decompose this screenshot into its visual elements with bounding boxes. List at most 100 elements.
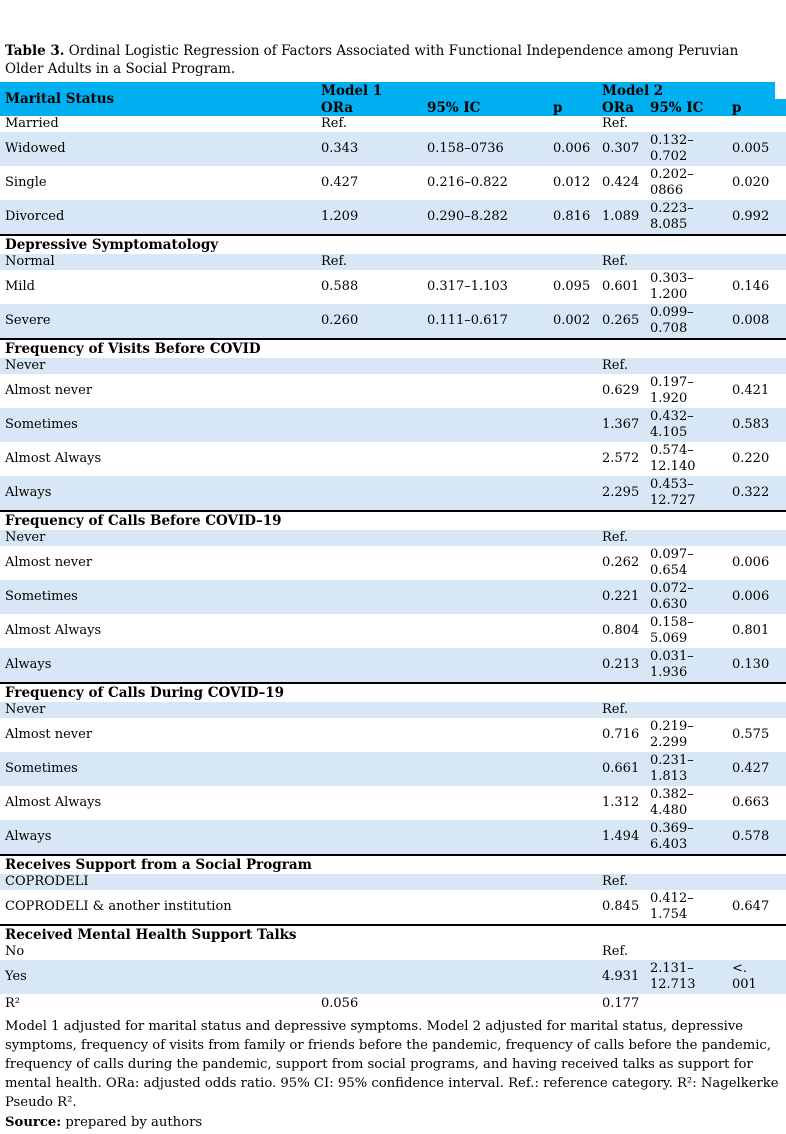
- section-header-row: Depressive Symptomatology: [0, 234, 786, 254]
- m2-ic-cell: 0.072– 0.630: [645, 580, 727, 614]
- m1-ora-cell: [316, 476, 422, 511]
- header-m1-p: p: [548, 99, 597, 116]
- m2-ic-cell: [645, 702, 727, 718]
- row-label-cell: Sometimes: [0, 408, 316, 442]
- m2-ic-cell: [645, 358, 727, 374]
- m1-p-cell: [548, 702, 597, 718]
- m1-p-cell: [548, 374, 597, 408]
- m1-ic-cell: 0.317–1.103: [427, 279, 508, 294]
- table-row: COPRODELI & another institution 0.845 0.41…: [0, 890, 786, 925]
- m1-p-cell: [548, 960, 597, 994]
- m1-ic-cell: 0.290–8.282: [422, 200, 548, 235]
- row-label-cell: Always: [0, 476, 316, 511]
- m1-ic-cell: [422, 476, 548, 511]
- m2-p-cell: 0.663: [732, 795, 770, 810]
- header-m1-ic: 95% IC: [422, 99, 548, 116]
- table-row: Almost Always 0.804 0.158– 5.069 0.801: [0, 614, 786, 648]
- m1-ora-cell: Ref.: [321, 116, 347, 131]
- m2-ic-cell: 0.223– 8.085: [645, 200, 727, 235]
- row-label-cell: Normal: [0, 254, 316, 270]
- m2-ic-cell: [645, 116, 727, 132]
- table-row: Widowed 0.343 0.158–0736 0.006 0.307 0.132– 0…: [0, 132, 786, 166]
- row-label-cell: Almost Always: [5, 623, 102, 638]
- m1-p-cell: [548, 820, 597, 855]
- m2-p-cell: [727, 254, 786, 270]
- row-label-cell: Almost Always: [5, 451, 102, 466]
- m1-ic-cell: [422, 408, 548, 442]
- m2-ora-cell: 0.177: [602, 996, 640, 1011]
- section-header-row: Receives Support from a Social Program: [0, 854, 786, 874]
- m2-ora-cell: Ref.: [597, 702, 645, 718]
- row-label-cell: Severe: [0, 304, 316, 339]
- table-row: Yes 4.931 2.131– 12.713 <. 001: [0, 960, 786, 994]
- m2-ic-cell: 0.231– 1.813: [645, 752, 727, 786]
- m1-p-cell: [548, 116, 597, 132]
- m1-ora-cell: [316, 546, 422, 580]
- m2-ora-cell: 0.661: [597, 752, 645, 786]
- m2-ora-cell: 1.494: [597, 820, 645, 855]
- m1-ic-cell: [422, 960, 548, 994]
- m2-p-cell: 0.992: [727, 200, 786, 235]
- section-header-row: Frequency of Calls During COVID–19: [0, 682, 786, 702]
- m2-ora-cell: 0.265: [597, 304, 645, 339]
- m2-ora-cell: 0.213: [597, 648, 645, 683]
- m2-ora-cell: 1.367: [597, 408, 645, 442]
- row-label-cell: Always: [0, 820, 316, 855]
- header-marital-status: Marital Status: [0, 82, 316, 116]
- m1-p-cell: 0.012: [553, 175, 591, 190]
- m1-ora-cell: [316, 530, 422, 546]
- m2-p-cell: 0.005: [727, 132, 786, 166]
- row-label-cell: Always: [0, 648, 316, 683]
- row-label-cell: COPRODELI & another institution: [5, 899, 232, 914]
- m1-p-cell: [548, 476, 597, 511]
- m1-p-cell: [548, 254, 597, 270]
- m2-p-cell: 0.427: [727, 752, 786, 786]
- m1-ora-cell: [316, 614, 422, 648]
- m2-ora-cell: 2.295: [597, 476, 645, 511]
- table-row: Normal Ref. Ref.: [0, 254, 786, 270]
- row-label-cell: Yes: [0, 960, 316, 994]
- m2-p-cell: 0.006: [732, 555, 770, 570]
- table-row: Never Ref.: [0, 358, 786, 374]
- m2-ic-cell: 2.131– 12.713: [645, 960, 727, 994]
- m2-p-cell: 0.146: [732, 279, 770, 294]
- row-label-cell: Divorced: [0, 200, 316, 235]
- m1-p-cell: 0.002: [548, 304, 597, 339]
- m1-p-cell: [548, 546, 597, 580]
- m1-ora-cell: [316, 374, 422, 408]
- m2-ic-cell: 0.432– 4.105: [645, 408, 727, 442]
- m2-ora-cell: 1.089: [597, 200, 645, 235]
- m2-ora-cell: 0.221: [597, 580, 645, 614]
- m1-ic-cell: [422, 752, 548, 786]
- m2-ora-cell: 0.629: [602, 383, 640, 398]
- m1-p-cell: [548, 580, 597, 614]
- m2-p-cell: 0.130: [727, 648, 786, 683]
- m2-ic-cell: 0.369– 6.403: [645, 820, 727, 855]
- m1-ora-cell: [316, 874, 422, 890]
- m1-ora-cell: [316, 820, 422, 855]
- table-footnote: Model 1 adjusted for marital status and …: [5, 1019, 779, 1110]
- m1-ic-cell: 0.111–0.617: [422, 304, 548, 339]
- m2-ic-cell: [645, 944, 727, 960]
- source-line: Source: prepared by authors: [5, 1113, 781, 1132]
- m1-ora-cell: [316, 890, 422, 925]
- header-m2-ic: 95% IC: [645, 99, 727, 116]
- row-label-cell: No: [5, 944, 25, 959]
- m2-ora-cell: 0.262: [602, 555, 640, 570]
- m1-p-cell: [548, 648, 597, 683]
- header-m2-ora: ORa: [597, 99, 645, 116]
- row-label-cell: Almost never: [5, 727, 93, 742]
- section-header-label: Frequency of Visits Before COVID: [0, 338, 786, 358]
- m2-ic-cell: 0.219– 2.299: [650, 719, 694, 750]
- row-label-cell: Single: [5, 175, 47, 190]
- m2-p-cell: 0.575: [732, 727, 770, 742]
- m1-p-cell: [548, 874, 597, 890]
- table-row: Always 1.494 0.369– 6.403 0.578: [0, 820, 786, 855]
- m2-p-cell: [727, 116, 786, 132]
- section-header-label: Frequency of Calls During COVID–19: [0, 682, 786, 702]
- m1-p-cell: [548, 718, 597, 752]
- m2-ic-cell: 0.574– 12.140: [650, 443, 696, 474]
- m1-ic-cell: [422, 614, 548, 648]
- m2-ora-cell: 0.307: [597, 132, 645, 166]
- m1-ora-cell: [316, 960, 422, 994]
